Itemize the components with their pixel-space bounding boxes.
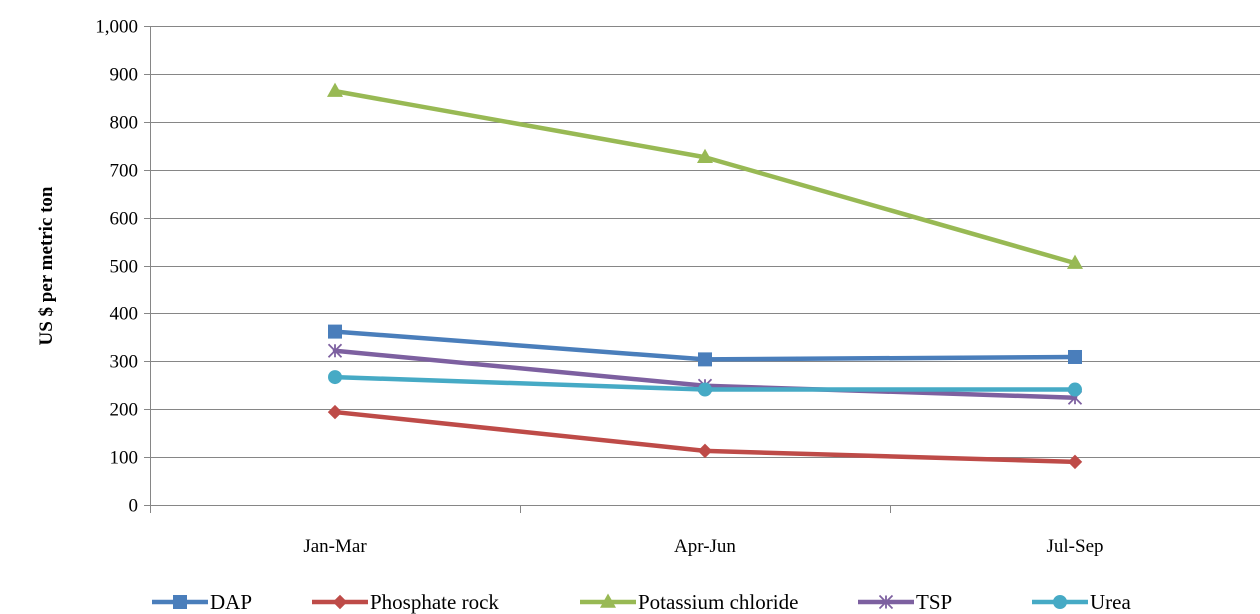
legend-label: Urea	[1090, 590, 1131, 614]
axis-layer: 0 100 200 300 400 500 600 700 800 900 1,000 Jan-Mar…	[95, 17, 1260, 557]
legend-swatch-marker	[173, 595, 187, 609]
y-tick-label: 0	[129, 496, 139, 517]
y-tick-label: 500	[110, 257, 139, 278]
data-point-phosphate-rock	[697, 443, 713, 459]
series-phosphate-rock	[327, 404, 1083, 470]
legend-label: DAP	[210, 590, 252, 614]
series-potassium-chloride	[326, 82, 1084, 269]
y-axis-title: US $ per metric ton	[36, 186, 57, 345]
y-tick-label: 100	[110, 448, 139, 469]
legend-entry-dap: DAP	[152, 590, 252, 614]
series-urea	[328, 370, 1082, 397]
series-layer	[326, 82, 1084, 470]
y-tick-label: 900	[110, 65, 139, 86]
x-tick-label: Jan-Mar	[303, 536, 367, 557]
data-point-potassium-chloride	[326, 82, 344, 97]
y-tick-label: 600	[110, 209, 139, 230]
legend: DAP Phosphate rock Potassium chloride TSP Ur…	[152, 590, 1131, 614]
data-point-phosphate-rock	[1067, 454, 1083, 470]
y-tick-label: 300	[110, 352, 139, 373]
legend-entry-phosphate-rock: Phosphate rock	[312, 590, 499, 614]
legend-swatch-marker	[332, 594, 348, 610]
data-point-urea	[698, 382, 712, 397]
x-tick-label: Apr-Jun	[674, 536, 736, 557]
data-point-dap	[328, 324, 342, 339]
legend-label: TSP	[916, 590, 952, 614]
legend-entry-potassium-chloride: Potassium chloride	[580, 590, 798, 614]
series-line-potassium-chloride	[332, 88, 1078, 266]
y-tick-label: 800	[110, 113, 139, 134]
y-tick-label: 700	[110, 161, 139, 182]
data-point-potassium-chloride	[1066, 254, 1084, 269]
series-dap	[328, 324, 1082, 367]
x-tick-label: Jul-Sep	[1047, 536, 1104, 557]
data-point-urea	[1068, 382, 1082, 397]
legend-entry-tsp: TSP	[858, 590, 952, 614]
data-point-tsp	[327, 343, 343, 358]
legend-entry-urea: Urea	[1032, 590, 1131, 614]
legend-swatch-marker	[878, 594, 894, 610]
y-tick-label: 400	[110, 304, 139, 325]
legend-swatch-marker	[1053, 595, 1067, 609]
y-tick-label: 1,000	[95, 17, 138, 38]
data-point-potassium-chloride	[696, 148, 714, 163]
data-point-phosphate-rock	[327, 404, 343, 420]
legend-label: Phosphate rock	[370, 590, 499, 614]
data-point-dap	[698, 352, 712, 367]
y-tick-label: 200	[110, 400, 139, 421]
data-point-dap	[1068, 349, 1082, 364]
data-point-urea	[328, 370, 342, 385]
legend-swatch-marker	[599, 593, 617, 608]
legend-label: Potassium chloride	[638, 590, 798, 614]
